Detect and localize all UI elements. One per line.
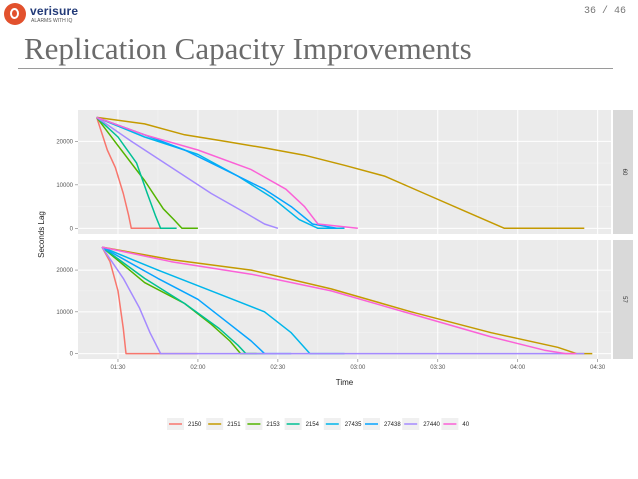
verisure-logo: verisure ALARMS WITH IQ [4, 3, 82, 29]
series-line-2151 [101, 246, 593, 355]
series-line-2153 [96, 116, 198, 230]
x-tick-label: 03:30 [430, 365, 446, 371]
y-tick-label: 20000 [56, 139, 73, 145]
facet-strip-label: 57 [621, 296, 627, 303]
series-line-27440 [96, 116, 279, 230]
x-tick-label: 02:00 [190, 365, 206, 371]
legend-label-40: 40 [462, 422, 469, 428]
page-number: 36 / 46 [583, 6, 626, 17]
x-tick-label: 03:00 [350, 365, 366, 371]
logo-tagline: ALARMS WITH IQ [31, 18, 73, 24]
y-tick-label: 0 [70, 226, 74, 232]
legend-label-27435: 27435 [345, 422, 362, 428]
title-divider [18, 68, 613, 69]
x-tick-label: 04:00 [510, 365, 526, 371]
legend-label-2153: 2153 [266, 422, 280, 428]
legend-label-2150: 2150 [188, 422, 202, 428]
series-line-2150 [95, 117, 177, 230]
legend-label-2151: 2151 [227, 422, 241, 428]
legend-label-2154: 2154 [306, 422, 320, 428]
slide-title: Replication Capacity Improvements [24, 31, 472, 66]
x-axis-title: Time [336, 378, 354, 387]
logo-emblem-icon [4, 3, 26, 25]
logo-brand-text: verisure [30, 4, 79, 18]
x-tick-label: 02:30 [270, 365, 286, 371]
y-tick-label: 10000 [56, 310, 73, 316]
x-tick-label: 01:30 [110, 365, 126, 371]
facet-strip [613, 240, 633, 359]
legend-label-27438: 27438 [384, 422, 401, 428]
series-line-27440 [101, 246, 585, 355]
series-line-27435 [96, 116, 345, 230]
y-axis-title: Seconds Lag [37, 211, 46, 258]
series-line-2154 [96, 116, 177, 230]
series-line-2151 [96, 116, 585, 230]
series-line-40 [101, 246, 577, 355]
series-line-40 [96, 116, 358, 230]
y-tick-label: 10000 [56, 183, 73, 189]
facet-strip [613, 110, 633, 234]
y-tick-label: 20000 [56, 268, 73, 274]
y-tick-label: 0 [70, 352, 74, 358]
series-line-2150 [101, 246, 198, 355]
x-tick-label: 04:30 [590, 365, 606, 371]
facet-strip-label: 60 [621, 169, 627, 176]
legend-label-27440: 27440 [423, 422, 440, 428]
